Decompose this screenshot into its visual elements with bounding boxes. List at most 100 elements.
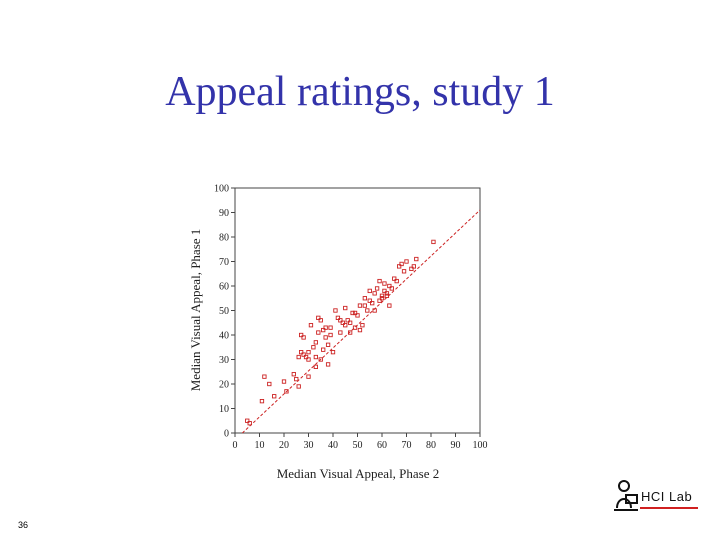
data-point	[367, 298, 372, 303]
data-point	[247, 421, 252, 426]
logo-text: HCI Lab	[641, 489, 693, 504]
data-point	[272, 394, 277, 399]
x-tick-label: 70	[402, 440, 412, 451]
slide-title: Appeal ratings, study 1	[165, 69, 555, 115]
data-point	[404, 259, 409, 264]
data-point	[308, 323, 314, 328]
data-point	[377, 298, 382, 303]
x-tick-label: 10	[255, 440, 265, 451]
data-point	[316, 330, 321, 335]
x-tick-label: 90	[451, 440, 461, 451]
data-point	[357, 303, 363, 308]
y-tick-label: 0	[224, 429, 229, 440]
data-point	[411, 264, 416, 269]
data-point	[372, 308, 377, 313]
data-point	[367, 288, 372, 294]
data-point	[284, 389, 289, 394]
y-tick-label: 50	[219, 306, 229, 317]
data-point	[328, 325, 333, 330]
y-tick-label: 60	[219, 282, 229, 293]
data-point	[387, 303, 392, 308]
data-point	[259, 398, 265, 404]
x-tick-label: 0	[233, 440, 238, 451]
y-tick-label: 80	[219, 233, 229, 244]
data-point	[318, 318, 323, 323]
lab-logo: HCI Lab	[612, 478, 704, 514]
data-point	[374, 286, 380, 291]
data-point	[409, 266, 414, 272]
data-point	[306, 349, 311, 355]
y-tick-label: 90	[219, 208, 229, 219]
x-axis-label: Median Visual Appeal, Phase 2	[277, 466, 440, 481]
data-point	[296, 384, 301, 389]
data-point	[338, 330, 343, 335]
x-tick-label: 30	[304, 440, 314, 451]
y-tick-label: 30	[219, 355, 229, 366]
y-tick-label: 10	[219, 404, 229, 415]
data-point	[267, 381, 272, 387]
regression-line	[242, 209, 481, 434]
data-point	[294, 376, 299, 382]
data-point	[325, 362, 331, 367]
data-point	[399, 261, 404, 267]
data-point	[384, 293, 390, 298]
logo-underline	[640, 507, 698, 509]
data-point	[370, 300, 375, 306]
data-point	[389, 286, 394, 291]
data-point	[338, 318, 343, 323]
data-point	[323, 335, 328, 340]
data-point	[362, 303, 367, 308]
data-point	[384, 291, 390, 296]
x-tick-label: 20	[279, 440, 289, 451]
data-point	[362, 296, 367, 301]
x-axis-ticks: 0 10 20 30 40 50 60 70 80 90 100	[233, 433, 488, 451]
person-at-computer-icon	[614, 480, 638, 511]
data-point	[321, 347, 326, 352]
data-point	[431, 239, 436, 245]
data-point	[343, 323, 348, 328]
data-point	[262, 374, 267, 379]
data-point	[303, 354, 309, 360]
data-point	[357, 327, 363, 333]
data-point	[313, 364, 318, 369]
data-point	[245, 418, 250, 423]
y-axis-ticks: 0 10 20 30 40 50 60 70 80 90 100	[214, 184, 235, 440]
y-tick-label: 40	[219, 331, 229, 342]
data-point	[301, 352, 306, 357]
data-point	[352, 325, 358, 330]
x-tick-label: 50	[353, 440, 363, 451]
data-point	[291, 372, 296, 377]
data-point	[394, 278, 399, 284]
data-point	[379, 296, 385, 301]
x-tick-label: 60	[377, 440, 387, 451]
data-point	[330, 349, 336, 355]
data-point	[318, 357, 323, 362]
x-tick-label: 100	[473, 440, 488, 451]
data-points	[245, 239, 436, 426]
x-tick-label: 40	[328, 440, 338, 451]
data-point	[401, 269, 407, 274]
slide-number: 36	[18, 520, 29, 530]
data-point	[335, 315, 341, 320]
data-point	[306, 357, 311, 362]
data-point	[360, 323, 365, 328]
data-point	[306, 374, 311, 379]
data-point	[333, 308, 338, 313]
data-point	[387, 283, 392, 289]
scatter-chart: 0 10 20 30 40 50 60 70 80 90 100 0 10 20 30 40 50 60 70 80…	[188, 184, 488, 482]
data-point	[316, 315, 321, 320]
data-point	[377, 278, 382, 284]
plot-frame	[234, 187, 481, 434]
data-point	[345, 318, 350, 323]
data-point	[347, 320, 353, 325]
data-point	[311, 345, 316, 350]
y-tick-label: 70	[219, 257, 229, 268]
data-point	[281, 379, 287, 384]
y-tick-label: 100	[214, 184, 229, 195]
data-point	[352, 310, 358, 316]
x-tick-label: 80	[426, 440, 436, 451]
data-point	[323, 325, 328, 330]
data-point	[414, 256, 419, 262]
data-point	[313, 340, 318, 345]
data-point	[372, 291, 377, 296]
